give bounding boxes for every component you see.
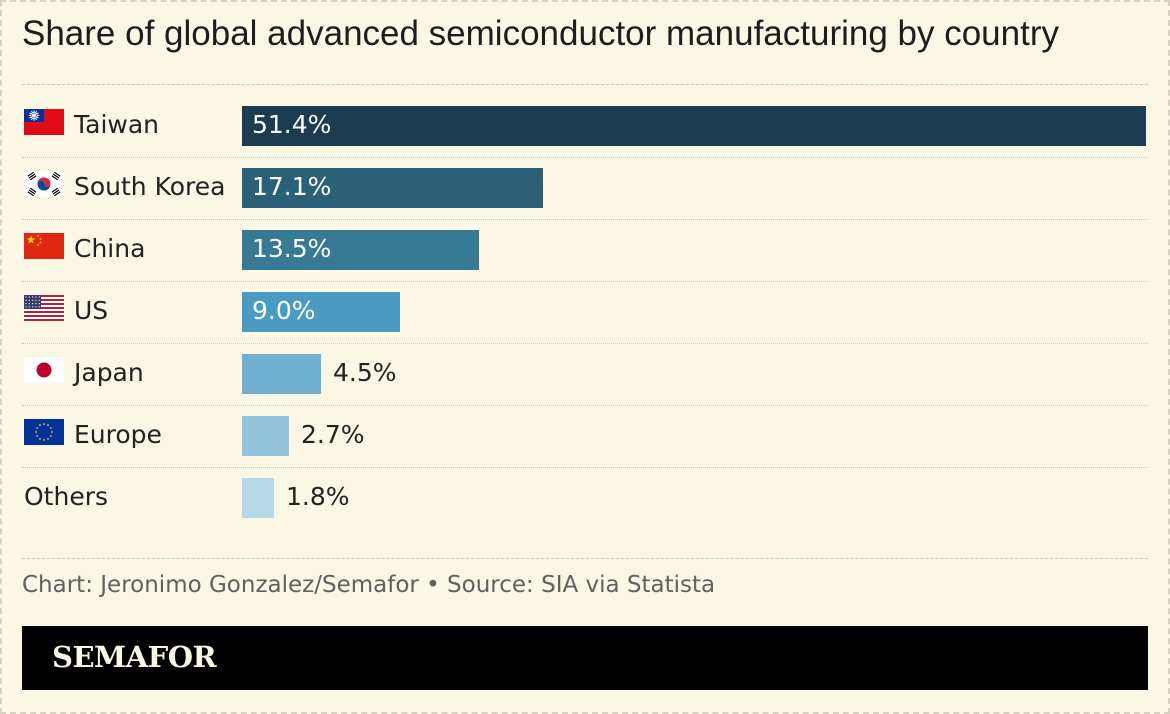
japan-flag-icon (24, 357, 64, 383)
eu-flag-icon (24, 419, 64, 445)
chart-title: Share of global advanced semiconductor m… (22, 14, 1059, 53)
value-label: 9.0% (252, 296, 316, 325)
row-divider (22, 467, 1148, 468)
value-label: 4.5% (333, 358, 397, 387)
taiwan-flag-icon (24, 109, 64, 135)
category-label: Europe (74, 420, 162, 449)
south-korea-flag-icon (24, 171, 64, 197)
row-divider (22, 343, 1148, 344)
category-label: Japan (74, 358, 144, 387)
china-flag-icon (24, 233, 64, 259)
us-flag-icon (24, 295, 64, 321)
brand-bar: SEMAFOR (22, 626, 1148, 690)
category-label: China (74, 234, 146, 263)
category-label: US (74, 296, 109, 325)
brand-logo: SEMAFOR (52, 640, 217, 674)
value-label: 13.5% (252, 234, 332, 263)
row-divider (22, 405, 1148, 406)
bottom-divider (22, 558, 1148, 559)
category-label: South Korea (74, 172, 226, 201)
value-label: 17.1% (252, 172, 332, 201)
top-divider (22, 84, 1148, 85)
row-divider (22, 219, 1148, 220)
bar (242, 230, 479, 270)
bar (242, 478, 274, 518)
bar (242, 106, 1146, 146)
row-divider (22, 157, 1148, 158)
bar (242, 292, 400, 332)
bar (242, 354, 321, 394)
value-label: 1.8% (286, 482, 350, 511)
bar (242, 416, 289, 456)
value-label: 2.7% (301, 420, 365, 449)
chart-credit: Chart: Jeronimo Gonzalez/Semafor • Sourc… (22, 572, 716, 598)
row-divider (22, 281, 1148, 282)
category-label: Taiwan (74, 110, 160, 139)
category-label: Others (24, 482, 109, 511)
bar (242, 168, 543, 208)
value-label: 51.4% (252, 110, 332, 139)
